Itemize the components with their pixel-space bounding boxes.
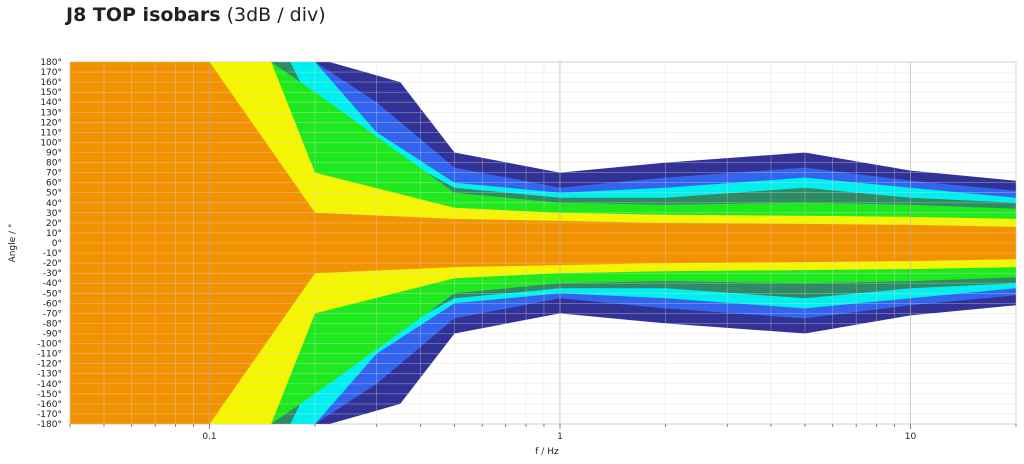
y-tick-label: 40°	[46, 199, 62, 209]
y-tick-label: -40°	[43, 279, 62, 289]
y-tick-label: -180°	[37, 420, 62, 430]
y-tick-label: 160°	[40, 78, 62, 88]
y-tick-label: -130°	[37, 370, 62, 380]
y-tick-label: -100°	[37, 340, 62, 350]
grid	[70, 62, 1016, 424]
y-tick-label: 130°	[40, 108, 62, 118]
y-tick-label: -90°	[43, 330, 62, 340]
x-tick-label: 0.1	[202, 432, 216, 442]
y-tick-label: -20°	[43, 259, 62, 269]
y-tick-label: 90°	[46, 149, 62, 159]
y-axis-label: Angle / °	[8, 224, 18, 263]
y-tick-label: 10°	[46, 229, 62, 239]
chart-title-main: J8 TOP isobars	[66, 4, 221, 26]
y-tick-label: 180°	[40, 58, 62, 68]
y-tick-label: -120°	[37, 360, 62, 370]
x-tick-label: 1	[557, 432, 563, 442]
y-tick-label: 70°	[46, 169, 62, 179]
y-tick-label: -10°	[43, 249, 62, 259]
y-tick-label: 30°	[46, 209, 62, 219]
chart-subtitle: (3dB / div)	[226, 4, 326, 26]
y-tick-label: 0°	[52, 239, 62, 249]
y-axis-ticks: 180°170°160°150°140°130°120°110°100°90°8…	[37, 58, 62, 430]
y-tick-label: -150°	[37, 390, 62, 400]
y-tick-label: 60°	[46, 179, 62, 189]
x-tick-label: 10	[905, 432, 917, 442]
y-tick-label: 50°	[46, 189, 62, 199]
y-tick-label: -80°	[43, 319, 62, 329]
y-tick-label: 140°	[40, 98, 62, 108]
y-tick-label: -30°	[43, 269, 62, 279]
chart-title: J8 TOP isobars (3dB / div)	[66, 4, 326, 26]
y-tick-label: -110°	[37, 350, 62, 360]
y-tick-label: 80°	[46, 159, 62, 169]
y-tick-label: 20°	[46, 219, 62, 229]
y-tick-label: -170°	[37, 410, 62, 420]
y-tick-label: -70°	[43, 309, 62, 319]
x-axis-ticks: 0.1 1 10	[69, 424, 1017, 442]
y-tick-label: 150°	[40, 88, 62, 98]
y-tick-label: 170°	[40, 68, 62, 78]
y-tick-label: -60°	[43, 299, 62, 309]
y-tick-label: -50°	[43, 289, 62, 299]
y-tick-label: 120°	[40, 118, 62, 128]
y-tick-label: -160°	[37, 400, 62, 410]
y-tick-label: -140°	[37, 380, 62, 390]
y-tick-label: 110°	[40, 128, 62, 138]
x-axis-label: f / Hz	[535, 447, 559, 457]
y-tick-label: 100°	[40, 138, 62, 148]
